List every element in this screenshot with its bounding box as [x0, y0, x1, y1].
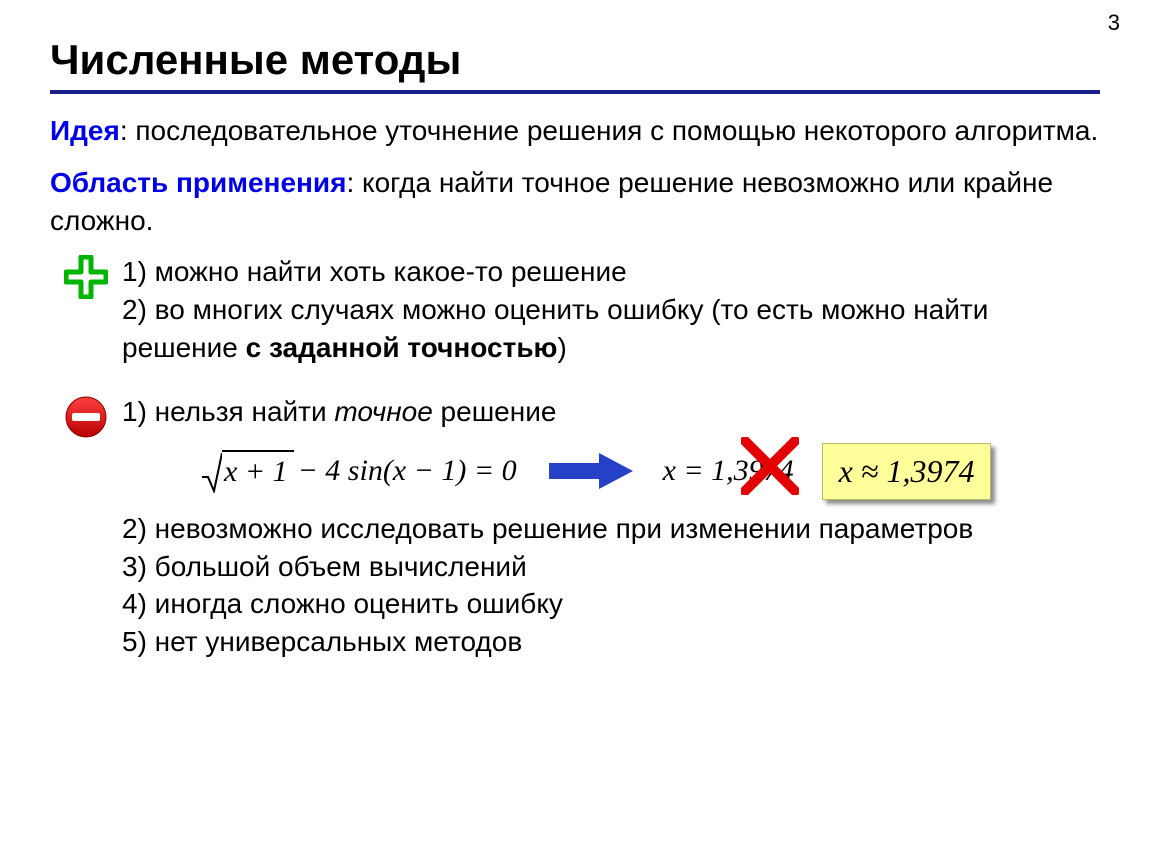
cons-item-2: 2) невозможно исследовать решение при из… — [122, 510, 1100, 548]
pros-item-2: 2) во многих случаях можно оценить ошибк… — [122, 291, 1100, 367]
cons-item-5: 5) нет универсальных методов — [122, 623, 1100, 661]
idea-paragraph: Идея: последовательное уточнение решения… — [50, 112, 1100, 150]
page-number: 3 — [1108, 10, 1120, 36]
pros-item-1: 1) можно найти хоть какое-то решение — [122, 253, 1100, 291]
cons-item-3: 3) большой объем вычислений — [122, 548, 1100, 586]
arrow-icon — [545, 451, 635, 491]
equation-approx-box: x ≈ 1,3974 — [822, 443, 992, 500]
pros-block: 1) можно найти хоть какое-то решение 2) … — [50, 253, 1100, 366]
equation-wrong: x = 1,3974 — [663, 451, 794, 492]
minus-icon — [50, 393, 122, 439]
cons-text: 1) нельзя найти точное решение x + 1 − 4… — [122, 393, 1100, 661]
equation-lhs: x + 1 − 4 sin(x − 1) = 0 — [202, 451, 517, 492]
equation-row: x + 1 − 4 sin(x − 1) = 0 x = 1,3974 x ≈ … — [122, 443, 1100, 500]
pros-text: 1) можно найти хоть какое-то решение 2) … — [122, 253, 1100, 366]
slide: 3 Численные методы Идея: последовательно… — [0, 0, 1150, 864]
sqrt-icon: x + 1 — [202, 451, 294, 491]
slide-title: Численные методы — [50, 36, 1100, 84]
cons-item-4: 4) иногда сложно оценить ошибку — [122, 585, 1100, 623]
cons-item-1: 1) нельзя найти точное решение — [122, 393, 1100, 431]
idea-text: : последовательное уточнение решения с п… — [120, 115, 1098, 146]
plus-icon — [50, 253, 122, 299]
title-rule — [50, 90, 1100, 94]
cross-icon — [741, 437, 799, 495]
scope-keyword: Область применения — [50, 167, 346, 198]
idea-keyword: Идея — [50, 115, 120, 146]
scope-paragraph: Область применения: когда найти точное р… — [50, 164, 1100, 240]
cons-block: 1) нельзя найти точное решение x + 1 − 4… — [50, 393, 1100, 661]
